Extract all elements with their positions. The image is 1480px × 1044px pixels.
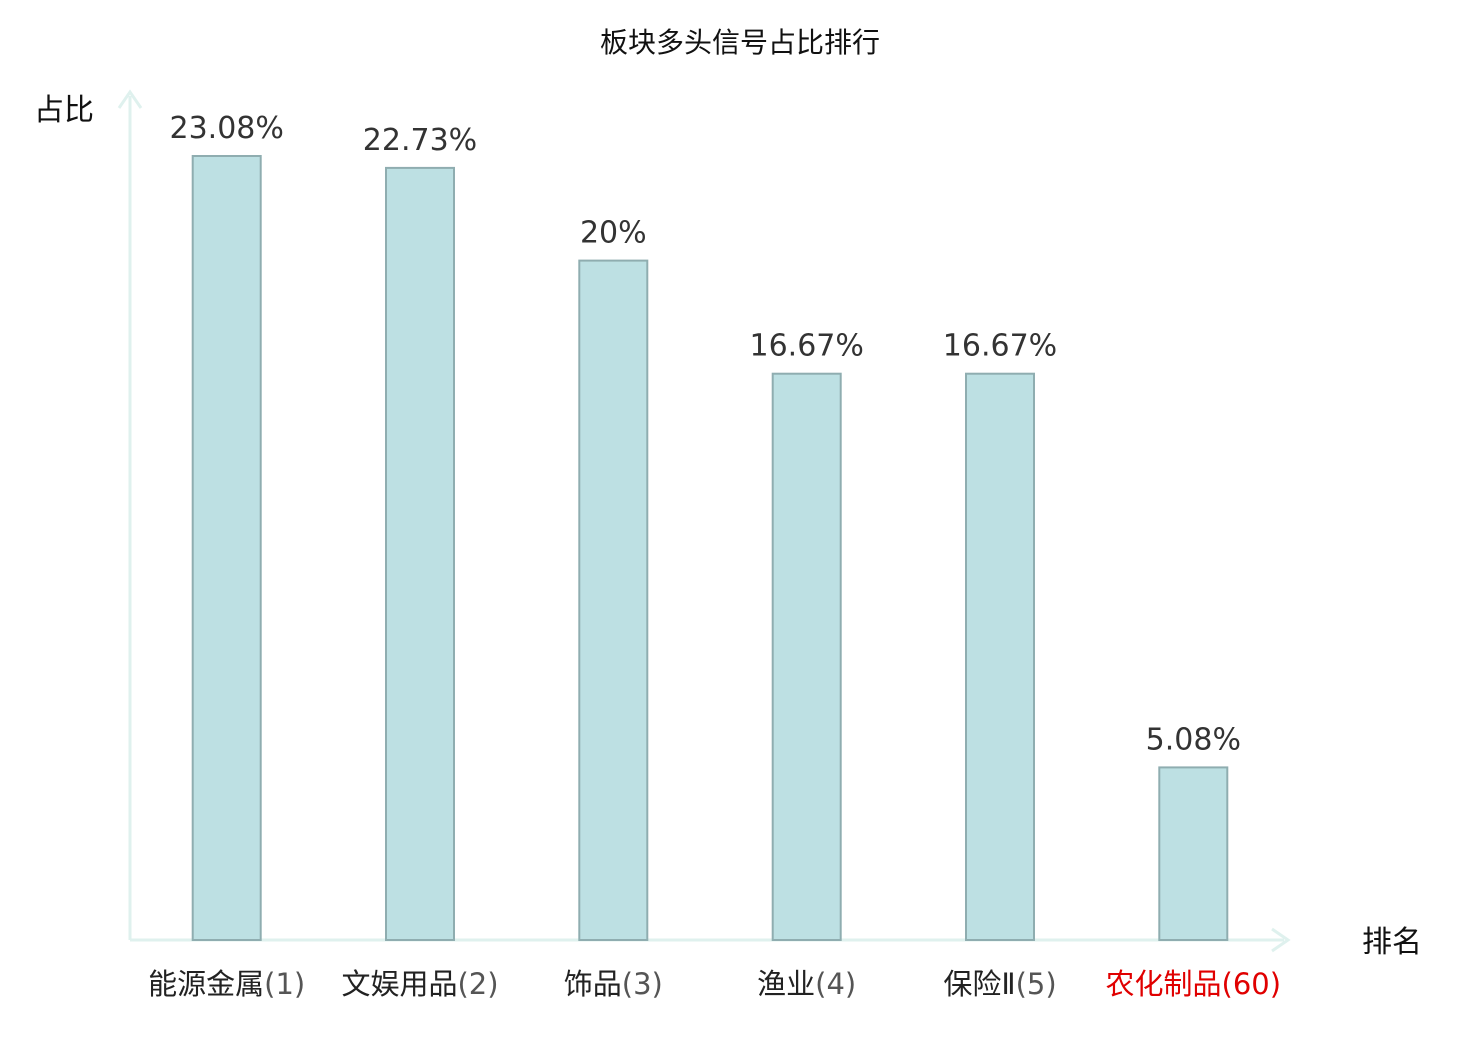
x-tick-rank-2: (2) [457, 967, 498, 1001]
x-tick-rank-6: (60) [1222, 967, 1282, 1001]
bar-3 [578, 259, 649, 942]
y-axis-arrow [117, 89, 143, 109]
bar-2 [385, 166, 455, 941]
value-label-2: 22.73% [363, 123, 477, 158]
y-axis-label: 占比 [34, 93, 94, 128]
x-tick-rank-1: (1) [264, 967, 305, 1001]
value-label-3: 20% [580, 216, 647, 251]
x-tick-name-4: 渔业 [757, 967, 815, 1001]
bars-group [191, 155, 1229, 942]
x-tick-label-4: 渔业(4) [757, 967, 856, 1001]
x-tick-name-6: 农化制品 [1106, 967, 1222, 1001]
x-axis-label: 排名 [1362, 925, 1422, 960]
bar-5 [965, 372, 1035, 941]
value-label-1: 23.08% [170, 111, 284, 146]
x-axis-arrow [1271, 927, 1291, 953]
x-tick-labels-group: 能源金属(1) 文娱用品(2) 饰品(3) 渔业(4) 保险Ⅱ(5) 农化制品(60) [148, 967, 1281, 1001]
value-label-6: 5.08% [1146, 722, 1241, 757]
x-tick-label-5: 保险Ⅱ(5) [943, 967, 1056, 1001]
x-tick-rank-5: (5) [1016, 967, 1057, 1001]
x-tick-label-6: 农化制品(60) [1106, 967, 1282, 1001]
bar-6 [1158, 766, 1229, 942]
x-tick-name-3: 饰品 [564, 967, 622, 1001]
x-tick-name-5: 保险Ⅱ [943, 967, 1015, 1001]
x-tick-label-2: 文娱用品(2) [341, 967, 498, 1001]
bar-4 [771, 372, 842, 941]
x-tick-rank-3: (3) [622, 967, 663, 1001]
value-label-5: 16.67% [943, 329, 1057, 364]
x-tick-label-3: 饰品(3) [564, 967, 663, 1001]
value-label-4: 16.67% [750, 329, 864, 364]
chart-title: 板块多头信号占比排行 [600, 26, 880, 59]
x-tick-label-1: 能源金属(1) [148, 967, 305, 1001]
x-tick-name-1: 能源金属 [148, 967, 264, 1001]
bar-1 [191, 155, 262, 941]
x-tick-name-2: 文娱用品 [341, 967, 457, 1001]
value-labels-group: 23.08% 22.73% 20% 16.67% 16.67% 5.08% [170, 111, 1241, 757]
x-tick-rank-4: (4) [815, 967, 856, 1001]
